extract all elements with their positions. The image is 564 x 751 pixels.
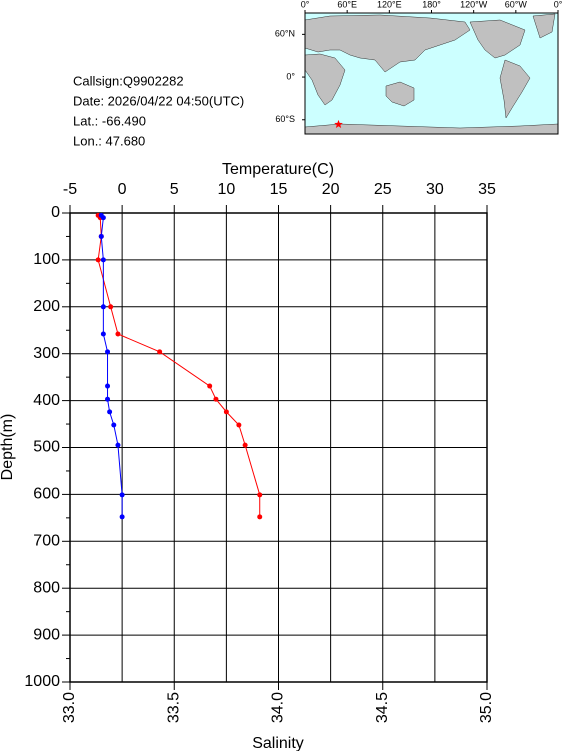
profile-point	[257, 514, 263, 520]
profile-point	[115, 331, 121, 337]
profile-point	[105, 396, 111, 402]
profile-point	[119, 492, 125, 498]
x2-axis-label: Temperature(C)	[222, 161, 334, 178]
profile-point	[108, 304, 114, 310]
x-tick-label: 34.5	[374, 692, 391, 723]
profile-point	[95, 257, 101, 263]
land	[304, 13, 559, 135]
profile-point	[242, 442, 248, 448]
profile-point	[98, 233, 104, 239]
map-y-tick-label: 60°S	[275, 114, 295, 124]
x2-tick-label: -5	[63, 181, 77, 198]
x2-tick-label: 20	[322, 181, 340, 198]
profile-line	[100, 215, 123, 517]
x2-tick-label: 5	[170, 181, 179, 198]
profile-point	[207, 383, 213, 389]
info-text: Date: 2026/04/22 04:50(UTC)	[73, 93, 244, 108]
map-y-tick-label: 60°N	[275, 29, 295, 39]
y-tick-label: 800	[33, 579, 60, 596]
y-tick-label: 300	[33, 345, 60, 362]
y-tick-label: 400	[33, 392, 60, 409]
profile-point	[157, 349, 163, 355]
profile-point	[107, 409, 113, 415]
y-tick-label: 500	[33, 439, 60, 456]
plot-frame	[69, 212, 488, 683]
profile-point	[105, 349, 111, 355]
info-text: Lon.: 47.680	[73, 133, 145, 148]
x2-tick-label: 15	[270, 181, 288, 198]
map-x-tick-label: 0°	[554, 0, 563, 9]
y-tick-label: 700	[33, 533, 60, 550]
profile-point	[236, 422, 242, 428]
profile-point	[257, 492, 263, 498]
profile-point	[100, 215, 106, 221]
info-text: Callsign:Q9902282	[73, 73, 184, 88]
x-tick-label: 33.0	[61, 692, 78, 723]
profile-point	[100, 304, 106, 310]
map-y-tick-label: 0°	[286, 71, 295, 81]
x2-tick-label: 10	[217, 181, 235, 198]
x-axis-label: Salinity	[252, 735, 304, 751]
y-tick-label: 900	[33, 626, 60, 643]
map-x-tick-label: 120°E	[377, 0, 402, 9]
profile-point	[119, 514, 125, 520]
profile-point	[111, 422, 117, 428]
map-x-tick-label: 60°E	[337, 0, 357, 9]
y-tick-label: 200	[33, 298, 60, 315]
info-text: Lat.: -66.490	[73, 113, 146, 128]
map-x-tick-label: 120°W	[460, 0, 488, 9]
map-x-tick-label: 180°	[422, 0, 441, 9]
y-axis-label: Depth(m)	[0, 414, 16, 481]
float-marker	[334, 119, 343, 129]
map-x-tick-label: 0°	[301, 0, 310, 9]
x2-tick-label: 35	[478, 181, 496, 198]
profile-point	[223, 409, 229, 415]
x2-tick-label: 0	[118, 181, 127, 198]
y-tick-label: 100	[33, 251, 60, 268]
profile-point	[213, 396, 219, 402]
x2-tick-label: 25	[374, 181, 392, 198]
y-tick-label: 1000	[24, 673, 60, 690]
map	[304, 12, 559, 135]
x-tick-label: 35.0	[478, 692, 495, 723]
profile-line	[97, 215, 261, 517]
map-x-tick-label: 60°W	[505, 0, 528, 9]
x-tick-label: 34.0	[270, 692, 287, 723]
profile-point	[100, 257, 106, 263]
y-tick-label: 0	[51, 204, 60, 221]
profile-point	[115, 442, 121, 448]
profile-point	[100, 331, 106, 337]
x-tick-label: 33.5	[165, 692, 182, 723]
profile-point	[105, 383, 111, 389]
y-tick-label: 600	[33, 486, 60, 503]
x2-tick-label: 30	[426, 181, 444, 198]
